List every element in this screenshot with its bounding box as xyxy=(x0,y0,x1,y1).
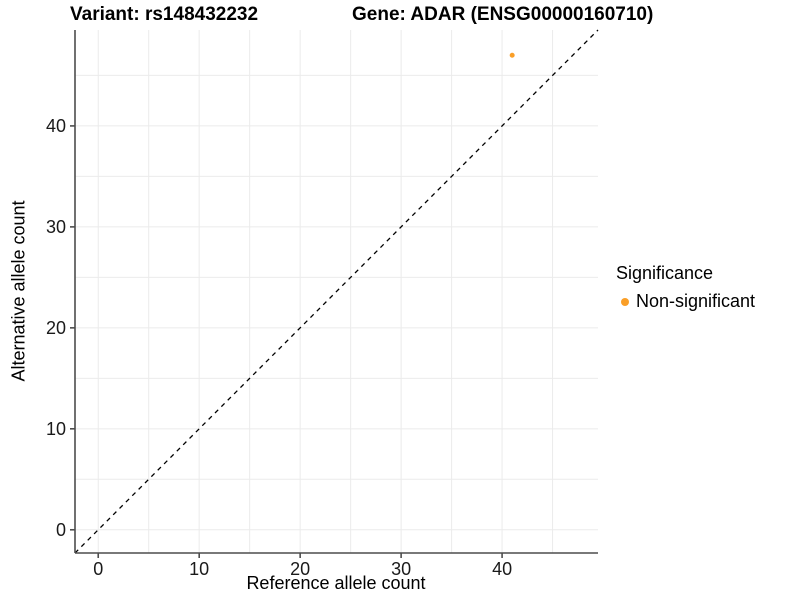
x-tick-label: 20 xyxy=(290,559,310,579)
y-tick-label: 40 xyxy=(46,116,66,136)
x-tick-label: 30 xyxy=(391,559,411,579)
x-tick-label: 10 xyxy=(189,559,209,579)
y-tick-label: 30 xyxy=(46,217,66,237)
identity-reference-line xyxy=(74,29,599,554)
y-tick-label: 10 xyxy=(46,419,66,439)
y-tick-label: 20 xyxy=(46,318,66,338)
legend-item-label: Non-significant xyxy=(636,291,756,311)
y-axis-label: Alternative allele count xyxy=(8,200,29,382)
x-tick-label: 40 xyxy=(492,559,512,579)
legend-point-icon xyxy=(621,297,629,306)
plot-title-variant: Variant: rs148432232 xyxy=(70,4,259,25)
plot-title-gene: Gene: ADAR (ENSG00000160710) xyxy=(352,4,654,25)
x-tick-label: 0 xyxy=(93,559,103,579)
legend: Significance Non-significant xyxy=(616,263,755,312)
legend-title: Significance xyxy=(616,263,714,283)
x-axis-label: Reference allele count xyxy=(246,573,426,593)
y-tick-label: 0 xyxy=(56,520,66,540)
legend-item: Non-significant xyxy=(616,291,755,312)
data-point xyxy=(509,52,515,58)
